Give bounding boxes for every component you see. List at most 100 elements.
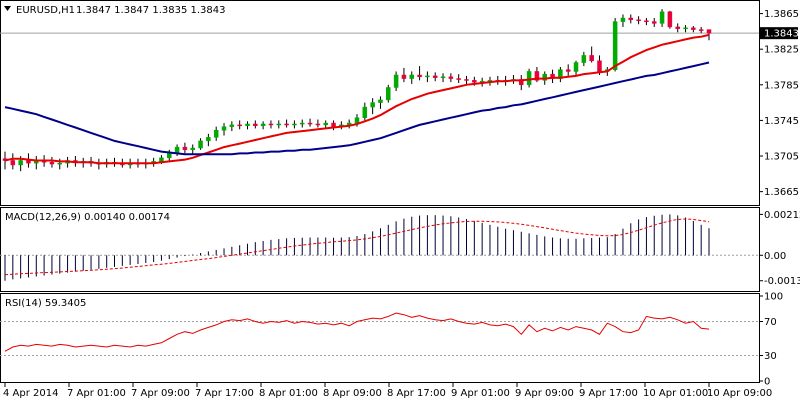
macd-pane: 0.00212 0.00 -0.00132 MACD(12,26,9) 0.0014… xyxy=(0,210,800,287)
time-axis-label: 7 Apr 01:00 xyxy=(67,388,126,399)
rsi-line xyxy=(4,312,710,352)
time-axis-label: 9 Apr 09:00 xyxy=(515,388,574,399)
price-pane: 1.3865 1.3825 1.3785 1.3745 1.3705 1.3665 1.38… xyxy=(0,5,799,198)
time-axis-label: 8 Apr 17:00 xyxy=(387,388,446,399)
price-axis-label: 1.3705 xyxy=(764,152,799,163)
candle-body-bullish xyxy=(245,123,250,127)
time-axis-label: 7 Apr 17:00 xyxy=(195,388,254,399)
price-axis-label: 1.3745 xyxy=(764,116,799,127)
time-axis-label: 8 Apr 09:00 xyxy=(323,388,382,399)
rsi-label: RSI(14) 59.3405 xyxy=(5,298,86,309)
pane-frames xyxy=(0,0,760,383)
time-axis-label: 4 Apr 2014 xyxy=(3,388,58,399)
candle-body-bearish xyxy=(268,123,274,126)
candle-body-bullish xyxy=(425,75,430,78)
rsi-axis-label: 30 xyxy=(764,351,777,362)
candle-body-bullish xyxy=(409,74,415,79)
rsi-levels-layer xyxy=(0,321,759,356)
candle-body-bearish xyxy=(534,71,540,81)
rsi-line-layer xyxy=(4,312,710,352)
candle-body-bearish xyxy=(651,21,657,24)
macd-axis-label: 0.00 xyxy=(764,251,786,262)
candle-body-bullish xyxy=(190,147,195,151)
candle-body-bearish xyxy=(589,55,594,62)
dropdown-triangle-icon[interactable] xyxy=(4,6,11,11)
macd-histogram-layer xyxy=(0,214,759,281)
price-pane-frame xyxy=(0,0,760,206)
time-axis: 4 Apr 2014 7 Apr 01:00 7 Apr 09:00 7 Apr 17… xyxy=(3,383,772,399)
symbol-header: EURUSD,H1 1.3847 1.3847 1.3835 1.3843 xyxy=(4,5,226,16)
candle-body-bearish xyxy=(675,26,680,29)
candle-body-bullish xyxy=(612,21,618,70)
candle-body-bearish xyxy=(628,17,634,21)
candle-body-bullish xyxy=(57,162,63,165)
candle-body-bullish xyxy=(260,123,266,127)
candle-body-bearish xyxy=(284,123,289,126)
rsi-axis: 100 70 30 0 xyxy=(759,292,783,388)
candle-body-bullish xyxy=(213,129,219,138)
candle-body-bullish xyxy=(354,117,360,124)
candle-body-bearish xyxy=(706,29,712,34)
candle-body-bearish xyxy=(182,146,188,151)
rsi-axis-label: 70 xyxy=(764,317,777,328)
candle-body-bearish xyxy=(10,160,16,166)
price-axis-label: 1.3665 xyxy=(764,187,799,198)
time-axis-label: 9 Apr 17:00 xyxy=(579,388,638,399)
candle-body-bearish xyxy=(565,69,571,72)
candle-body-bullish xyxy=(393,74,399,88)
price-axis-label: 1.3865 xyxy=(764,9,799,20)
rsi-axis-label: 0 xyxy=(764,377,770,388)
candle-body-bearish xyxy=(691,27,696,30)
time-axis-label: 10 Apr 01:00 xyxy=(643,388,708,399)
candle-body-bearish xyxy=(636,19,641,22)
candle-body-bullish xyxy=(620,17,626,22)
rsi-pane-frame xyxy=(0,293,760,383)
candle-body-bullish xyxy=(299,122,305,125)
candle-body-bullish xyxy=(526,71,532,86)
candle-body-bullish xyxy=(573,62,579,72)
candle-body-bearish xyxy=(315,123,321,126)
ohlc-label: 1.3847 1.3847 1.3835 1.3843 xyxy=(76,5,226,16)
candle-body-bullish xyxy=(362,106,368,118)
slow-moving-average-line xyxy=(4,61,710,156)
candle-body-bullish xyxy=(581,55,587,63)
candle-body-bearish xyxy=(597,60,602,72)
candle-body-bearish xyxy=(417,74,422,78)
candle-body-bearish xyxy=(237,124,242,127)
rsi-axis-label: 100 xyxy=(764,292,783,303)
candle-body-bullish xyxy=(167,153,172,159)
time-axis-label: 9 Apr 01:00 xyxy=(451,388,510,399)
candle-body-bullish xyxy=(386,87,391,101)
candle-body-bullish xyxy=(221,126,227,131)
candle-body-bullish xyxy=(370,102,375,108)
macd-pane-frame xyxy=(0,207,760,292)
candle-body-bearish xyxy=(253,123,258,127)
moving-averages-layer xyxy=(4,33,710,165)
price-axis-label: 1.3825 xyxy=(764,45,799,56)
macd-axis-label: 0.00212 xyxy=(764,210,800,221)
candle-body-bullish xyxy=(542,73,547,81)
candle-body-bullish xyxy=(683,27,688,30)
candle-body-bullish xyxy=(378,99,383,103)
current-price-tag xyxy=(760,27,798,40)
macd-label: MACD(12,26,9) 0.00140 0.00174 xyxy=(5,212,170,223)
time-axis-label: 10 Apr 09:00 xyxy=(707,388,772,399)
candle-body-bearish xyxy=(26,160,31,164)
candle-body-bearish xyxy=(667,11,673,28)
time-axis-label: 8 Apr 01:00 xyxy=(259,388,318,399)
macd-axis: 0.00212 0.00 -0.00132 xyxy=(759,210,800,287)
candle-body-bearish xyxy=(698,29,704,31)
candle-body-bearish xyxy=(644,20,649,22)
candle-body-bearish xyxy=(464,79,469,81)
candle-body-bullish xyxy=(229,124,235,127)
candle-body-bearish xyxy=(49,162,55,165)
fast-moving-average-line xyxy=(4,33,710,165)
price-axis-label: 1.3785 xyxy=(764,80,799,91)
candle-body-bullish xyxy=(323,122,328,126)
rsi-pane: 100 70 30 0 RSI(14) 59.3405 xyxy=(0,292,783,388)
candle-body-bullish xyxy=(159,157,164,162)
macd-signal-layer xyxy=(4,218,710,276)
candle-body-bullish xyxy=(440,76,446,79)
current-price-label: 1.3843 xyxy=(764,29,799,40)
